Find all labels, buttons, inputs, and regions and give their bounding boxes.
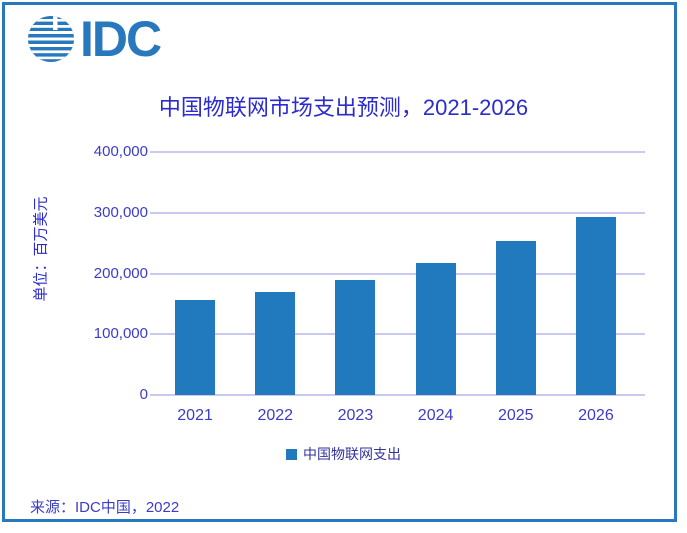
gridline-y-400000 (150, 151, 645, 153)
y-tick-label: 0 (139, 386, 148, 403)
y-tick-label: 300,000 (93, 203, 148, 221)
bar-2026 (575, 217, 616, 395)
legend-marker-icon (286, 448, 297, 460)
x-tick-label-2021: 2021 (177, 407, 213, 424)
source-note: 来源：IDC中国，2022 (30, 499, 180, 516)
bar-2021 (175, 300, 216, 395)
chart-title: 中国物联网市场支出预测，2021-2026 (158, 95, 529, 120)
x-tick-label-2026: 2026 (578, 407, 614, 424)
outer-frame (2, 2, 677, 522)
x-tick-label-2023: 2023 (337, 407, 374, 424)
gridline-y-0 (150, 394, 645, 396)
x-tick-label-2025: 2025 (497, 407, 534, 424)
gridline-y-200000 (150, 272, 645, 275)
bar-2025 (495, 241, 536, 395)
idc-logo: IDC (26, 11, 162, 67)
bar-2022 (255, 291, 296, 395)
gridline-y-300000 (150, 211, 645, 214)
y-tick-label: 100,000 (93, 325, 148, 343)
idc-logo-text: IDC (80, 11, 162, 67)
x-tick-label-2022: 2022 (257, 407, 294, 424)
y-tick-label: 400,000 (93, 143, 148, 160)
x-tick-label-2024: 2024 (417, 407, 454, 424)
legend-label: 中国物联网支出 (303, 446, 401, 462)
globe-stripes-icon (28, 16, 74, 62)
bar-2023 (335, 279, 376, 395)
chart-legend: 中国物联网支出 (0, 444, 687, 464)
y-tick-label: 200,000 (93, 264, 148, 282)
gridline-y-100000 (150, 333, 645, 336)
bar-2024 (415, 263, 456, 395)
